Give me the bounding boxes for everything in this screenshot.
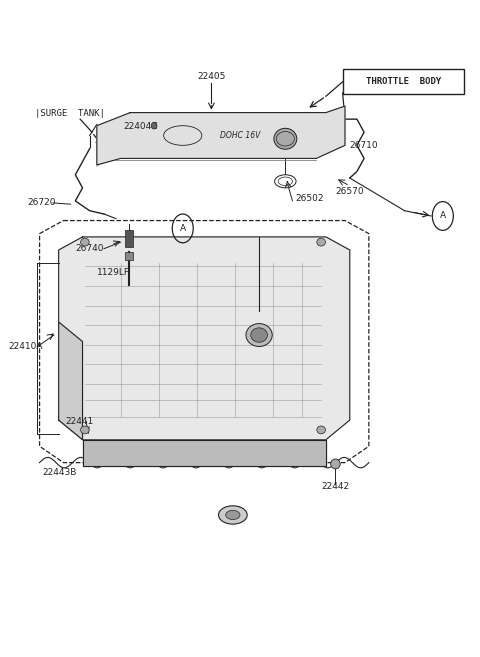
Text: A: A bbox=[440, 212, 446, 221]
Text: 22443B: 22443B bbox=[42, 468, 76, 477]
Ellipse shape bbox=[81, 238, 89, 246]
Text: THROTTLE  BODY: THROTTLE BODY bbox=[366, 78, 441, 86]
Ellipse shape bbox=[317, 238, 325, 246]
Text: 22441: 22441 bbox=[66, 417, 94, 426]
Bar bbox=[125, 252, 132, 260]
Text: |SURGE  TANK|: |SURGE TANK| bbox=[35, 110, 105, 118]
Polygon shape bbox=[59, 237, 350, 440]
Text: 22405: 22405 bbox=[197, 72, 226, 81]
Text: 26570: 26570 bbox=[336, 187, 364, 196]
Text: 26710: 26710 bbox=[350, 141, 378, 150]
Polygon shape bbox=[83, 440, 326, 466]
Text: DOHC 16V: DOHC 16V bbox=[220, 131, 260, 140]
Text: 1129LF: 1129LF bbox=[97, 268, 130, 277]
Ellipse shape bbox=[218, 506, 247, 524]
Ellipse shape bbox=[317, 426, 325, 434]
Ellipse shape bbox=[251, 328, 267, 342]
Ellipse shape bbox=[331, 459, 340, 469]
Ellipse shape bbox=[246, 324, 272, 346]
Polygon shape bbox=[97, 106, 345, 165]
Ellipse shape bbox=[81, 426, 89, 434]
Text: 26740: 26740 bbox=[75, 244, 104, 253]
Polygon shape bbox=[59, 322, 83, 440]
Ellipse shape bbox=[151, 122, 157, 129]
Text: 26720: 26720 bbox=[28, 198, 56, 208]
Text: 22410A: 22410A bbox=[9, 342, 43, 351]
Text: 22442: 22442 bbox=[321, 482, 349, 491]
Bar bbox=[343, 70, 464, 95]
Bar bbox=[125, 231, 132, 247]
Ellipse shape bbox=[226, 510, 240, 520]
Text: 26502: 26502 bbox=[295, 194, 324, 204]
Text: A: A bbox=[180, 224, 186, 233]
Ellipse shape bbox=[274, 128, 297, 149]
Text: 22404C: 22404C bbox=[123, 122, 157, 131]
